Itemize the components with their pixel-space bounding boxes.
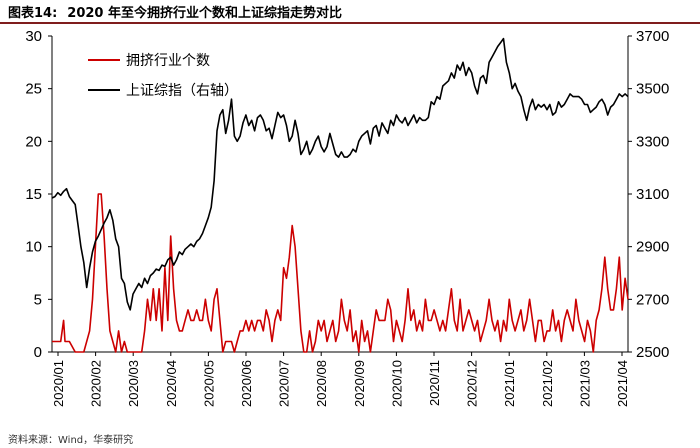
figure-title: 2020 年至今拥挤行业个数和上证综指走势对比 xyxy=(67,6,343,21)
left-tick-label: 25 xyxy=(25,81,42,98)
sse-composite-line xyxy=(51,37,629,311)
crowded-industries-line xyxy=(52,193,629,353)
right-tick-label: 2700 xyxy=(636,291,669,308)
x-tick-label: 2020/07 xyxy=(277,360,292,407)
right-tick-label: 2500 xyxy=(636,344,669,361)
left-tick-label: 0 xyxy=(34,344,42,361)
x-tick-label: 2020/06 xyxy=(239,360,254,407)
x-tick-label: 2020/10 xyxy=(389,360,404,407)
x-tick-label: 2020/08 xyxy=(314,360,329,407)
x-tick-label: 2021/04 xyxy=(615,360,630,407)
x-tick-label: 2020/02 xyxy=(89,360,104,407)
right-tick-label: 3300 xyxy=(636,133,669,150)
right-tick-label: 3100 xyxy=(636,186,669,203)
x-tick-label: 2020/03 xyxy=(126,360,141,407)
chart-title: 图表14: 2020 年至今拥挤行业个数和上证综指走势对比 xyxy=(8,2,342,21)
figure-number: 图表14: xyxy=(8,6,58,21)
x-tick-label: 2020/04 xyxy=(164,360,179,407)
left-tick-label: 5 xyxy=(34,291,42,308)
right-tick-label: 3700 xyxy=(636,28,669,45)
x-tick-label: 2020/05 xyxy=(201,360,216,407)
left-tick-label: 20 xyxy=(25,133,42,150)
axes-group: 0 5 10 15 20 25 30 2500 2700 2900 3100 3300 3500 3700… xyxy=(25,28,669,407)
left-tick-label: 30 xyxy=(25,28,42,45)
left-tick-label: 10 xyxy=(25,239,42,256)
x-tick-label: 2020/09 xyxy=(352,360,367,407)
right-tick-label: 3500 xyxy=(636,81,669,98)
source-note: 资料来源：Wind，华泰研究 xyxy=(8,435,134,446)
x-tick-label: 2021/02 xyxy=(540,360,555,407)
left-tick-label: 15 xyxy=(25,186,42,203)
x-tick-label: 2021/01 xyxy=(502,360,517,407)
x-tick-label: 2020/11 xyxy=(427,360,442,406)
x-tick-label: 2021/03 xyxy=(577,360,592,407)
legend-label: 上证综指（右轴） xyxy=(126,83,238,99)
x-tick-label: 2020/01 xyxy=(51,360,66,407)
title-rule xyxy=(0,22,700,24)
series-lines xyxy=(51,37,629,353)
x-tick-label: 2020/12 xyxy=(465,360,480,407)
right-tick-label: 2900 xyxy=(636,239,669,256)
legend-label: 拥挤行业个数 xyxy=(126,53,210,69)
